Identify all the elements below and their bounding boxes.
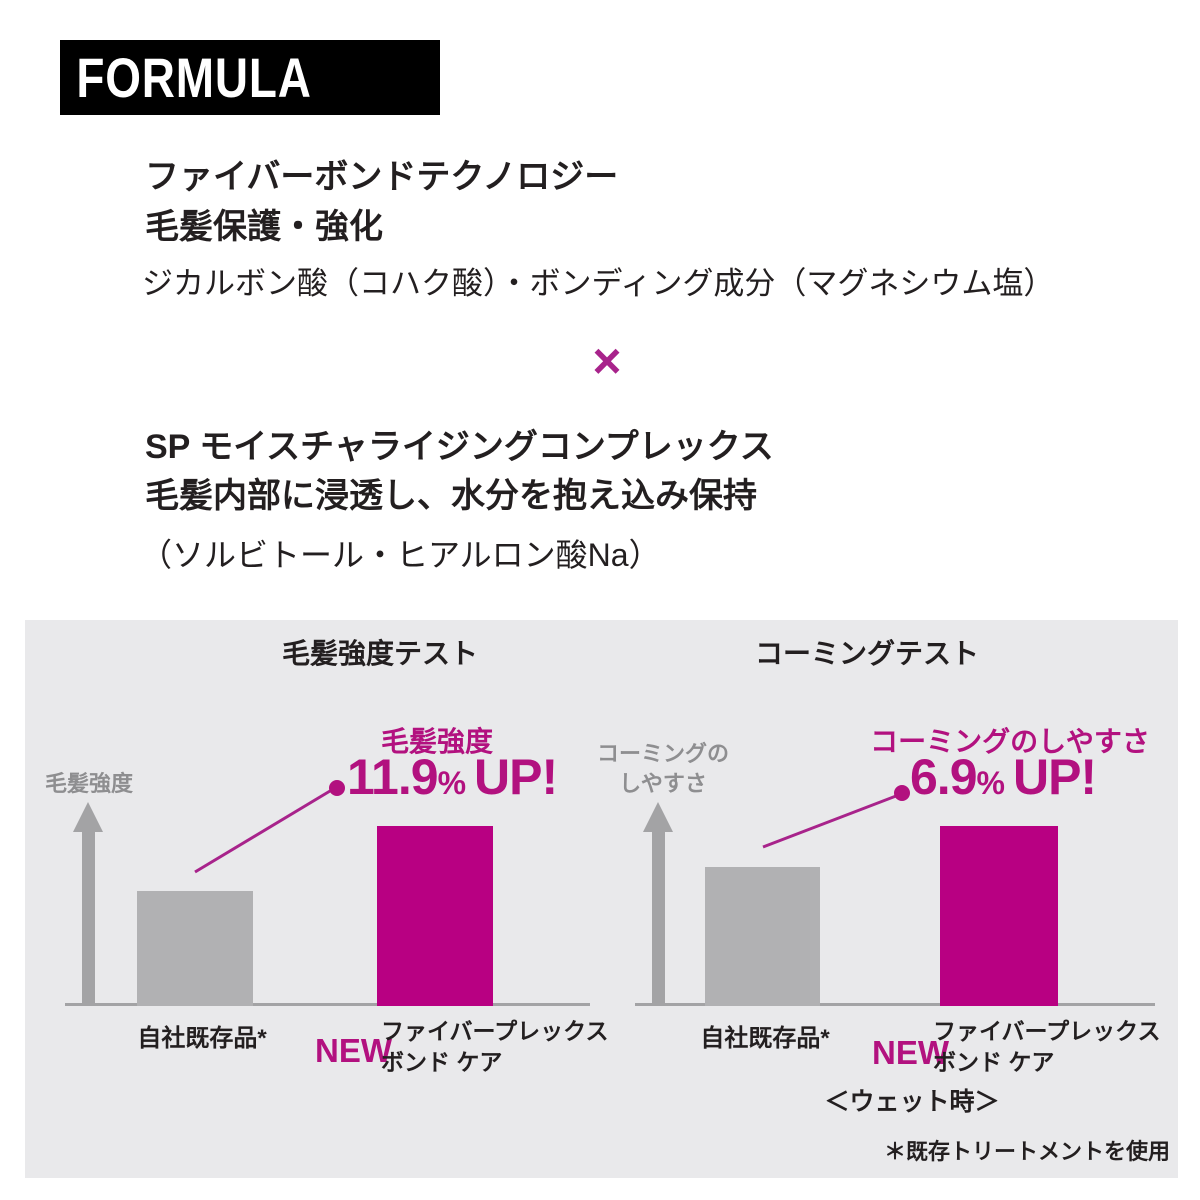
left-new-product-label-line1: ファイバープレックス	[381, 1018, 609, 1044]
multiply-cross-icon: ×	[592, 333, 622, 389]
left-chart-new-product-bar	[377, 826, 493, 1006]
left-new-product-label-line2: ボンド ケア	[381, 1049, 503, 1075]
right-connector-dot	[894, 785, 910, 801]
right-annotation-value: 6.9% UP!	[910, 748, 1097, 806]
left-chart-baseline	[65, 1003, 590, 1006]
left-existing-product-label: 自社既存品*	[137, 1025, 267, 1052]
left-y-axis-label: 毛髪強度	[45, 771, 134, 796]
right-chart-new-product-bar	[940, 826, 1058, 1006]
tech-title-line2: 毛髪保護・強化	[145, 208, 383, 246]
right-new-product-label-line2: ボンド ケア	[933, 1049, 1055, 1075]
left-new-product-label: ファイバープレックス ボンド ケア	[381, 1016, 608, 1078]
combing-chart-title: コーミングテスト	[754, 638, 980, 669]
right-y-axis-label-line2: しやすさ	[619, 771, 707, 796]
right-connector-line	[762, 794, 897, 849]
tech-title-line1: ファイバーボンドテクノロジー	[145, 158, 619, 196]
left-chart-existing-product-bar	[137, 891, 253, 1006]
sp-moisturizing-complex-title: SP モイスチャライジングコンプレックス 毛髪内部に浸透し、水分を抱え込み保持	[145, 423, 774, 521]
tech-ingredients-detail: ジカルボン酸（コハク酸）・ボンディング成分（マグネシウム塩）	[142, 266, 1055, 301]
wet-condition-note: ＜ウェット時＞	[824, 1088, 1000, 1116]
left-annotation-suffix: UP!	[474, 749, 558, 805]
right-annotation-percent-sign: %	[976, 765, 1005, 801]
right-y-axis-arrow-icon	[643, 802, 673, 832]
left-annotation-label: 毛髪強度	[380, 726, 494, 757]
right-annotation-label: コーミングのしやすさ	[870, 726, 1150, 757]
right-chart-existing-product-bar	[705, 867, 820, 1006]
left-y-axis-arrow-shaft	[82, 830, 95, 1005]
right-annotation-number: 6.9	[910, 749, 978, 805]
right-new-product-label: ファイバープレックス ボンド ケア	[933, 1016, 1160, 1078]
left-annotation-number: 11.9	[347, 749, 439, 805]
right-y-axis-arrow-shaft	[652, 830, 665, 1005]
sp-title-line2: 毛髪内部に浸透し、水分を抱え込み保持	[145, 477, 757, 515]
sp-title-line1: SP モイスチャライジングコンプレックス	[145, 428, 774, 466]
fiber-bond-technology-title: ファイバーボンドテクノロジー 毛髪保護・強化	[145, 152, 618, 252]
left-connector-line	[194, 789, 331, 874]
right-chart-baseline	[635, 1003, 1155, 1006]
left-new-badge: NEW	[315, 1032, 392, 1069]
formula-banner: FORMULA	[60, 40, 440, 115]
left-connector-dot	[329, 780, 345, 796]
right-existing-product-label: 自社既存品*	[700, 1025, 830, 1052]
right-annotation-suffix: UP!	[1012, 749, 1097, 805]
hair-strength-chart-title: 毛髪強度テスト	[281, 638, 479, 669]
sp-ingredients-detail: （ソルビトール・ヒアルロン酸Na）	[140, 537, 661, 573]
existing-treatment-footnote: ＊既存トリートメントを使用	[883, 1139, 1170, 1164]
right-new-product-label-line1: ファイバープレックス	[933, 1018, 1161, 1044]
right-new-badge: NEW	[872, 1034, 949, 1071]
formula-banner-title: FORMULA	[76, 46, 312, 109]
left-annotation-percent-sign: %	[437, 765, 467, 801]
right-y-axis-label-line1: コーミングの	[596, 741, 730, 766]
left-y-axis-arrow-icon	[73, 802, 103, 832]
test-results-panel: 毛髪強度テスト コーミングテスト 毛髪強度 コーミングの しやすさ 毛髪強度 1…	[25, 620, 1178, 1178]
left-annotation-value: 11.9% UP!	[347, 748, 558, 806]
